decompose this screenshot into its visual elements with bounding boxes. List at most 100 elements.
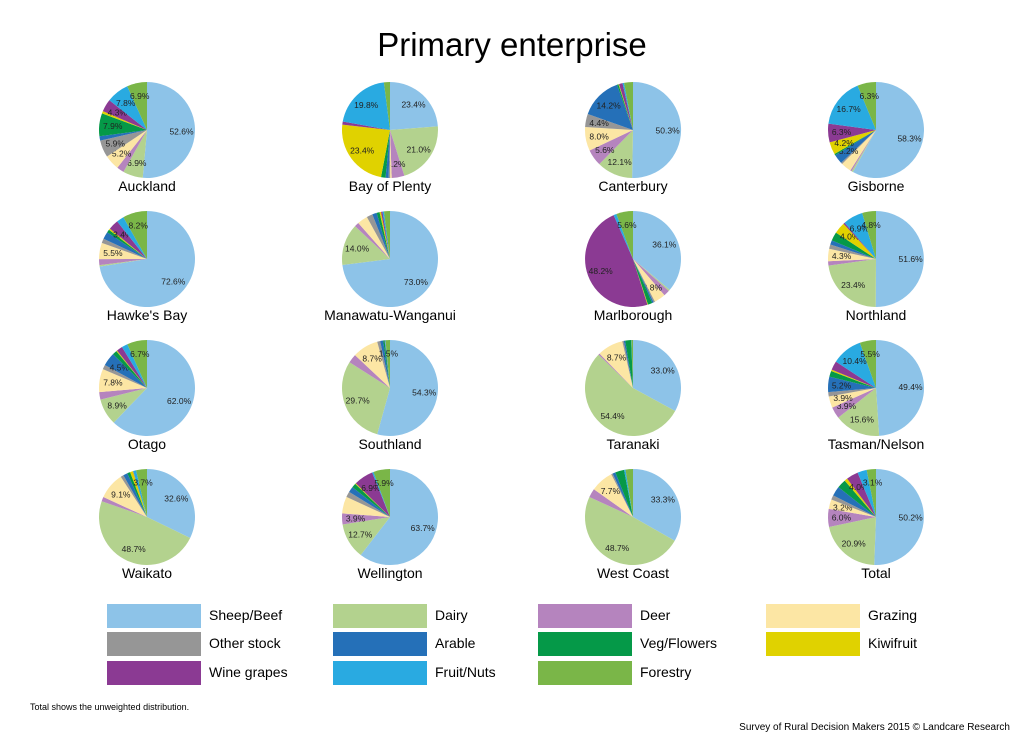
slice-veg-flowers	[107, 229, 147, 259]
slice-veg-flowers	[625, 340, 633, 388]
pie-total: 50.2% 20.9% 6.0%3.2% 4.0%3.1% Total	[827, 469, 924, 581]
legend-label: Forestry	[640, 664, 692, 680]
slice-other-stock	[585, 114, 633, 130]
slice-veg-flowers	[633, 259, 653, 305]
pie-hawke-s-bay: 72.6% 5.5% 3.4%8.2% Hawke's Bay	[98, 211, 195, 323]
slice-fruit-nuts	[372, 471, 390, 517]
slice-dairy	[633, 259, 670, 292]
legend-swatch	[107, 632, 201, 656]
slice-forestry	[859, 340, 876, 388]
slice-forestry	[123, 211, 147, 259]
slice-grazing	[98, 369, 147, 393]
slice-wine-grapes	[847, 472, 876, 517]
slice-dairy	[390, 126, 438, 176]
slice-forestry	[373, 469, 390, 517]
pie-west-coast: 33.3% 48.7% 7.7% West Coast	[584, 469, 682, 581]
slice-label: 20.9%	[842, 538, 867, 548]
footnote: Total shows the unweighted distribution.	[30, 702, 190, 712]
source-credit: Survey of Rural Decision Makers 2015 © L…	[739, 722, 1010, 733]
slice-label: 7.9%	[103, 121, 123, 131]
slice-fruit-nuts	[835, 342, 876, 388]
slice-label: 1.5%	[379, 349, 399, 359]
slice-other-stock	[633, 259, 655, 303]
pie-name: Canterbury	[598, 178, 667, 194]
slice-arable	[99, 130, 147, 141]
slice-deer	[589, 489, 633, 517]
slice-kiwifruit	[116, 350, 147, 388]
slice-arable	[123, 473, 147, 517]
slice-label: 8.7%	[362, 353, 382, 363]
slice-label: 10.4%	[843, 356, 868, 366]
slice-grazing	[593, 474, 633, 517]
pie-name: Bay of Plenty	[349, 178, 432, 194]
slice-dairy	[838, 388, 880, 437]
slice-label: 4.0%	[840, 232, 860, 242]
slice-fruit-nuts	[844, 213, 876, 259]
slice-grazing	[103, 476, 147, 517]
slice-fruit-nuts	[109, 86, 147, 130]
slice-veg-flowers	[99, 113, 147, 137]
slice-wine-grapes	[831, 361, 876, 388]
slice-sheep-beef	[633, 211, 681, 290]
slice-deer	[828, 259, 876, 266]
slice-label: 73.0%	[404, 277, 429, 287]
slice-arable	[104, 354, 147, 388]
slice-label: 54.3%	[412, 388, 437, 398]
slice-label: 3.2%	[833, 503, 853, 513]
slice-forestry	[383, 82, 390, 130]
slice-wine-grapes	[109, 221, 147, 259]
pie-marlborough: 36.1% 3.8% 48.2% 5.6% Marlborough	[585, 211, 681, 323]
slice-other-stock	[829, 244, 876, 259]
pie-name: Hawke's Bay	[107, 307, 187, 323]
slice-kiwifruit	[108, 228, 147, 259]
slice-label: 5.9%	[374, 478, 394, 488]
slice-wine-grapes	[381, 211, 390, 259]
slice-grazing	[106, 130, 147, 168]
slice-veg-flowers	[831, 232, 876, 259]
slice-deer	[349, 355, 390, 388]
slice-label: 49.4%	[898, 382, 923, 392]
slice-forestry	[866, 469, 876, 517]
pie-name: Waikato	[122, 565, 172, 581]
slice-label: 23.4%	[350, 146, 375, 156]
slice-deer	[589, 130, 633, 165]
slice-label: 5.6%	[595, 145, 615, 155]
slice-other-stock	[388, 130, 391, 179]
pie-bay-of-plenty: 23.4% 21.0%4.2% 23.4% 19.8% Bay of Plenty	[342, 82, 438, 194]
slice-other-stock	[622, 340, 633, 388]
slice-sheep-beef	[875, 211, 924, 308]
legend-swatch	[333, 604, 427, 628]
slice-deer	[827, 508, 876, 527]
slice-arable	[385, 130, 390, 178]
slice-kiwifruit	[844, 478, 876, 517]
slice-label: 6.3%	[832, 127, 852, 137]
pie-manawatu-wanganui: 73.0% 14.0% Manawatu-Wanganui	[324, 211, 456, 323]
slice-label: 5.5%	[860, 349, 880, 359]
slice-label: 33.3%	[651, 495, 676, 505]
slice-label: 8.2%	[129, 221, 149, 231]
slice-forestry	[862, 211, 876, 259]
slice-arable	[587, 84, 633, 130]
slice-veg-flowers	[383, 340, 390, 388]
slice-label: 63.7%	[411, 523, 436, 533]
slice-arable	[349, 487, 390, 517]
slice-veg-flowers	[834, 130, 876, 156]
legend-swatch	[766, 604, 860, 628]
slice-label: 3.9%	[833, 393, 853, 403]
slice-label: 32.6%	[164, 494, 189, 504]
legend-label: Wine grapes	[209, 664, 288, 680]
slice-label: 21.0%	[407, 144, 432, 154]
slice-deer	[99, 259, 147, 266]
slice-label: 12.1%	[608, 157, 633, 167]
slice-veg-flowers	[112, 351, 147, 388]
slice-wine-grapes	[342, 121, 390, 130]
chart-title: Primary enterprise	[377, 26, 647, 63]
slice-forestry	[383, 211, 390, 259]
slice-label: 3.9%	[837, 401, 857, 411]
slice-wine-grapes	[585, 215, 648, 307]
pie-name: Total	[861, 565, 891, 581]
legend-swatch	[766, 632, 860, 656]
slice-label: 58.3%	[897, 134, 922, 144]
slice-forestry	[127, 82, 147, 130]
slice-dairy	[100, 388, 147, 423]
